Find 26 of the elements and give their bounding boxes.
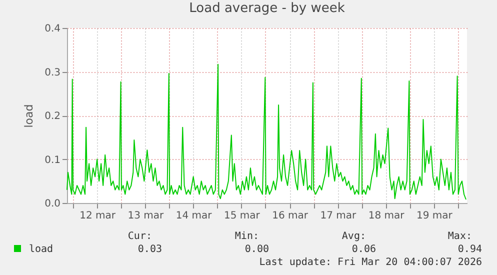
x-tick-label: 17 mar [320,210,358,222]
x-tick-label: 19 mar [416,210,454,222]
x-tick-label: 13 mar [128,210,165,222]
text: 0.94 [458,244,482,255]
x-tick-label: 12 mar [80,210,116,222]
chart-title: Load average - by week [189,1,346,16]
x-tick-label: 16 mar [272,210,309,222]
y-axis-title: load [22,104,36,128]
x-tick-label: 14 mar [176,210,213,222]
text: Last update: Fri Mar 20 04:00:07 2026 [259,257,482,268]
text: Avg: [342,231,366,242]
line-series [66,64,466,200]
text: 0.06 [352,244,376,255]
y-tick-label: 0.3 [44,67,60,78]
legend-label: load [28,244,54,255]
y-tick-label: 0.2 [44,111,60,122]
text: Max: [448,231,472,242]
y-tick-label: 0.1 [44,154,60,166]
y-tick-label: 0.4 [44,24,60,34]
x-tick-label: 15 mar [224,210,261,222]
text: 0.03 [138,244,162,255]
text: Cur: [128,231,152,242]
text: 0.00 [244,244,269,255]
y-tick-label: 0.0 [44,198,60,210]
text: Min: [234,231,259,242]
x-tick-label: 18 mar [368,210,406,222]
